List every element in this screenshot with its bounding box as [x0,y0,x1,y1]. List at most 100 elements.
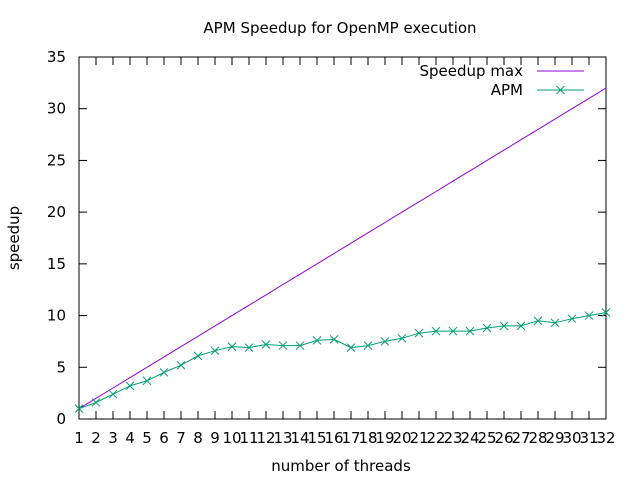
x-tick-label: 25 [477,429,496,447]
marker-stroke [380,337,390,346]
x-tick-label: 28 [528,429,547,447]
x-tick-label: 12 [256,429,275,447]
x-tick-label: 2 [91,429,101,447]
data-point-1-0 [74,404,84,414]
marker-stroke [295,341,305,350]
marker-stroke [499,321,509,331]
marker-stroke [329,335,339,344]
data-point-1-26 [516,321,526,331]
marker-stroke [516,321,526,331]
y-tick-label: 0 [56,410,66,428]
marker-stroke [261,340,271,349]
x-tick-label: 6 [159,429,169,447]
x-tick-label: 10 [222,429,241,447]
marker-stroke [363,341,373,350]
series-line-0 [78,87,607,410]
marker-stroke [91,398,101,407]
marker-stroke [550,318,560,328]
marker-stroke [567,314,577,324]
y-axis-ticks: 0 5 10 15 20 25 30 35 [47,48,606,428]
y-tick-label: 35 [47,48,66,66]
x-tick-label: 31 [579,429,598,447]
marker-stroke [414,328,424,338]
marker-stroke [397,333,407,343]
data-point-1-29 [567,314,577,324]
data-point-1-19 [397,333,407,343]
chart-title: APM Speedup for OpenMP execution [203,19,476,37]
data-point-1-6 [176,360,186,370]
marker-stroke [210,346,220,356]
marker-stroke [244,343,254,352]
data-point-1-17 [363,341,373,350]
data-point-1-22 [448,326,458,336]
x-tick-label: 17 [341,429,360,447]
data-point-1-2 [108,389,118,399]
marker-stroke [176,360,186,370]
marker-stroke [556,85,565,95]
x-tick-label: 26 [494,429,513,447]
data-point-1-7 [193,351,203,361]
x-tick-label: 22 [426,429,445,447]
x-tick-label: 3 [108,429,118,447]
legend-label: APM [491,81,523,99]
x-tick-label: 23 [443,429,462,447]
data-point-1-5 [159,368,169,377]
marker-stroke [533,316,543,326]
marker-stroke [193,351,203,361]
x-tick-label: 21 [409,429,428,447]
x-tick-label: 8 [193,429,203,447]
data-point-1-20 [414,328,424,338]
y-axis-label: speedup [5,206,23,270]
y-tick-label: 10 [47,307,66,325]
marker-stroke [159,368,169,377]
marker-stroke [74,404,84,414]
data-point-1-27 [533,316,543,326]
marker-stroke [448,326,458,336]
data-point-1-28 [550,318,560,328]
data-point-1-25 [499,321,509,331]
data-point-1-30 [584,311,594,320]
x-tick-label: 13 [273,429,292,447]
marker-stroke [227,342,237,351]
x-axis-label: number of threads [271,457,411,475]
legend-label: Speedup max [420,62,524,80]
x-tick-label: 32 [596,429,615,447]
marker-stroke [108,389,118,399]
plot-frame [78,56,607,420]
x-tick-label: 20 [392,429,411,447]
x-tick-label: 14 [290,429,309,447]
marker-stroke [482,323,492,333]
data-point-1-8 [210,346,220,356]
y-tick-label: 5 [56,358,66,376]
data-point-1-23 [465,326,475,336]
data-point-1-24 [482,323,492,333]
data-point-1-11 [261,340,271,349]
data-point-1-13 [295,341,305,350]
x-tick-label: 24 [460,429,479,447]
y-tick-label: 25 [47,151,66,169]
marker-stroke [431,326,441,336]
x-tick-label: 16 [324,429,343,447]
data-point-1-14 [312,336,322,345]
x-tick-label: 27 [511,429,530,447]
marker-stroke [465,326,475,336]
data-point-1-9 [227,342,237,351]
data-point-1-4 [142,376,152,386]
marker-stroke [278,341,288,350]
data-point-1-31 [601,308,611,317]
x-tick-label: 29 [545,429,564,447]
marker-stroke [346,343,356,352]
data-point-1-15 [329,335,339,344]
x-tick-label: 15 [307,429,326,447]
series-layer [74,87,611,414]
data-point-1-1 [91,398,101,407]
x-tick-label: 11 [239,429,258,447]
data-point-marker [556,85,565,95]
x-tick-label: 9 [210,429,220,447]
data-point-1-16 [346,343,356,352]
data-point-1-12 [278,341,288,350]
series-line-1 [78,312,607,410]
y-tick-label: 20 [47,203,66,221]
